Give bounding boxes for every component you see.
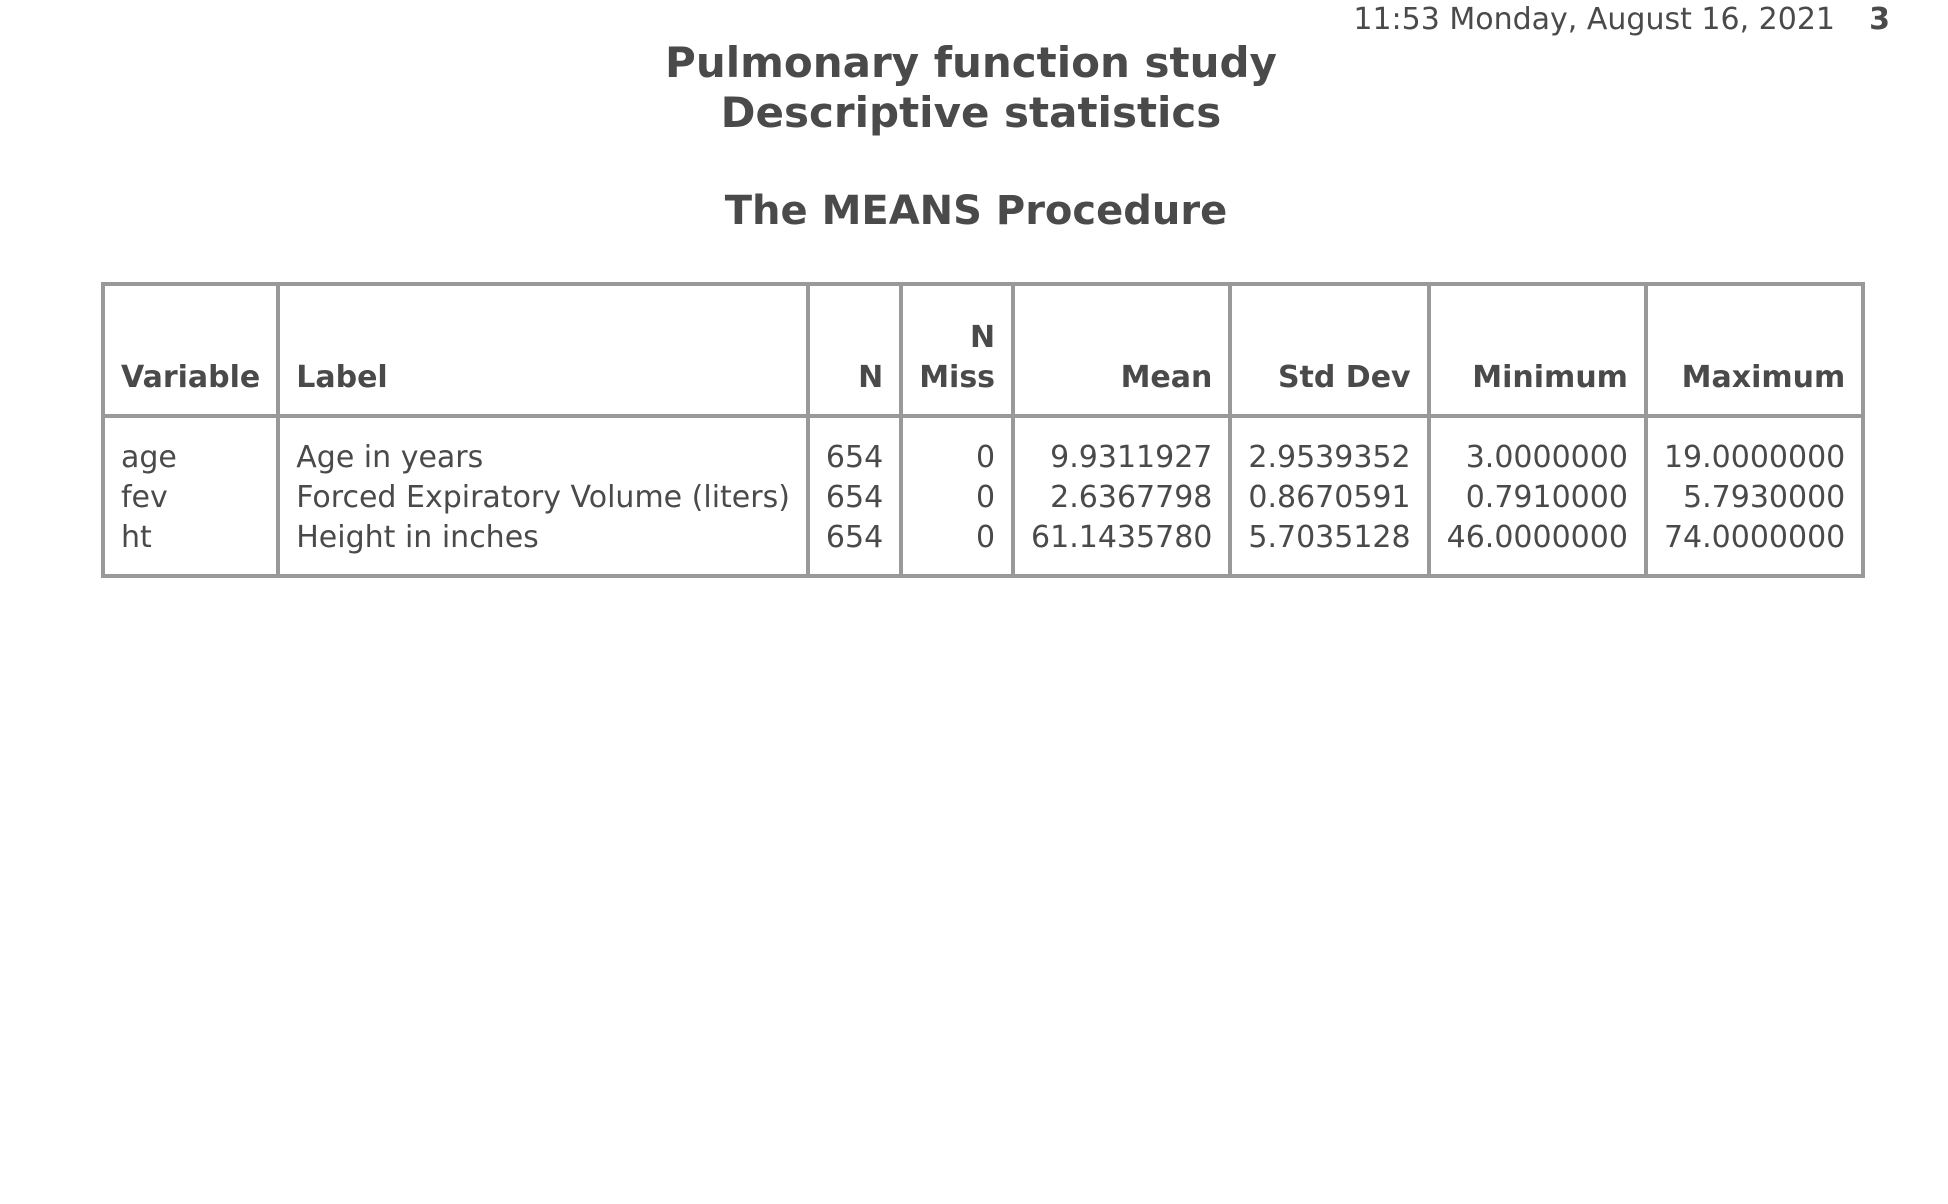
- cell-std: 0.8670591: [1228, 478, 1431, 518]
- cell-min: 46.0000000: [1426, 518, 1648, 576]
- column-header-nmiss-bottom: Miss: [919, 360, 996, 395]
- cell-min: 0.7910000: [1426, 478, 1648, 518]
- column-header-variable: Variable: [100, 284, 281, 418]
- page-header: 11:53 Monday, August 16, 2021 3: [0, 0, 1948, 40]
- cell-nmiss: 0: [899, 518, 1016, 576]
- column-header-label: Label: [276, 284, 810, 418]
- table-body: age Age in years 654 0 9.9311927 2.95393…: [100, 416, 1866, 576]
- cell-variable: ht: [100, 518, 281, 576]
- cell-variable: fev: [100, 478, 281, 518]
- cell-nmiss: 0: [899, 478, 1016, 518]
- cell-std: 2.9539352: [1228, 416, 1431, 478]
- cell-nmiss: 0: [899, 416, 1016, 478]
- cell-std: 5.7035128: [1228, 518, 1431, 576]
- cell-max: 5.7930000: [1643, 478, 1866, 518]
- cell-variable: age: [100, 416, 281, 478]
- column-header-max: Maximum: [1643, 284, 1866, 418]
- table-header: Variable Label N N Miss Mean Std Dev Mini…: [100, 284, 1866, 418]
- report-title: Pulmonary function study: [665, 38, 1277, 87]
- column-header-n: N: [805, 284, 904, 418]
- column-header-mean: Mean: [1011, 284, 1233, 418]
- cell-n: 654: [805, 518, 904, 576]
- procedure-title: The MEANS Procedure: [724, 188, 1228, 234]
- table-row: fev Forced Expiratory Volume (liters) 65…: [100, 478, 1866, 518]
- descriptive-statistics-table: Variable Label N N Miss Mean Std Dev Mini…: [100, 282, 1866, 578]
- cell-max: 74.0000000: [1643, 518, 1866, 576]
- header-row: Variable Label N N Miss Mean Std Dev Mini…: [100, 284, 1866, 418]
- table-row: ht Height in inches 654 0 61.1435780 5.7…: [100, 518, 1866, 576]
- cell-mean: 9.9311927: [1011, 416, 1233, 478]
- report-subtitle: Descriptive statistics: [720, 88, 1222, 137]
- cell-n: 654: [805, 478, 904, 518]
- cell-n: 654: [805, 416, 904, 478]
- cell-label: Height in inches: [276, 518, 810, 576]
- cell-label: Forced Expiratory Volume (liters): [276, 478, 810, 518]
- cell-mean: 61.1435780: [1011, 518, 1233, 576]
- column-header-std: Std Dev: [1228, 284, 1431, 418]
- column-header-min: Minimum: [1426, 284, 1648, 418]
- report-titles: Pulmonary function study Descriptive sta…: [0, 38, 1948, 138]
- column-header-nmiss-top: N: [969, 320, 996, 355]
- cell-label: Age in years: [276, 416, 810, 478]
- column-header-nmiss: N Miss: [899, 284, 1016, 418]
- cell-max: 19.0000000: [1643, 416, 1866, 478]
- page-number: 3: [1869, 2, 1890, 37]
- cell-min: 3.0000000: [1426, 416, 1648, 478]
- cell-mean: 2.6367798: [1011, 478, 1233, 518]
- table-row: age Age in years 654 0 9.9311927 2.95393…: [100, 416, 1866, 478]
- report-datetime: 11:53 Monday, August 16, 2021: [1353, 2, 1835, 37]
